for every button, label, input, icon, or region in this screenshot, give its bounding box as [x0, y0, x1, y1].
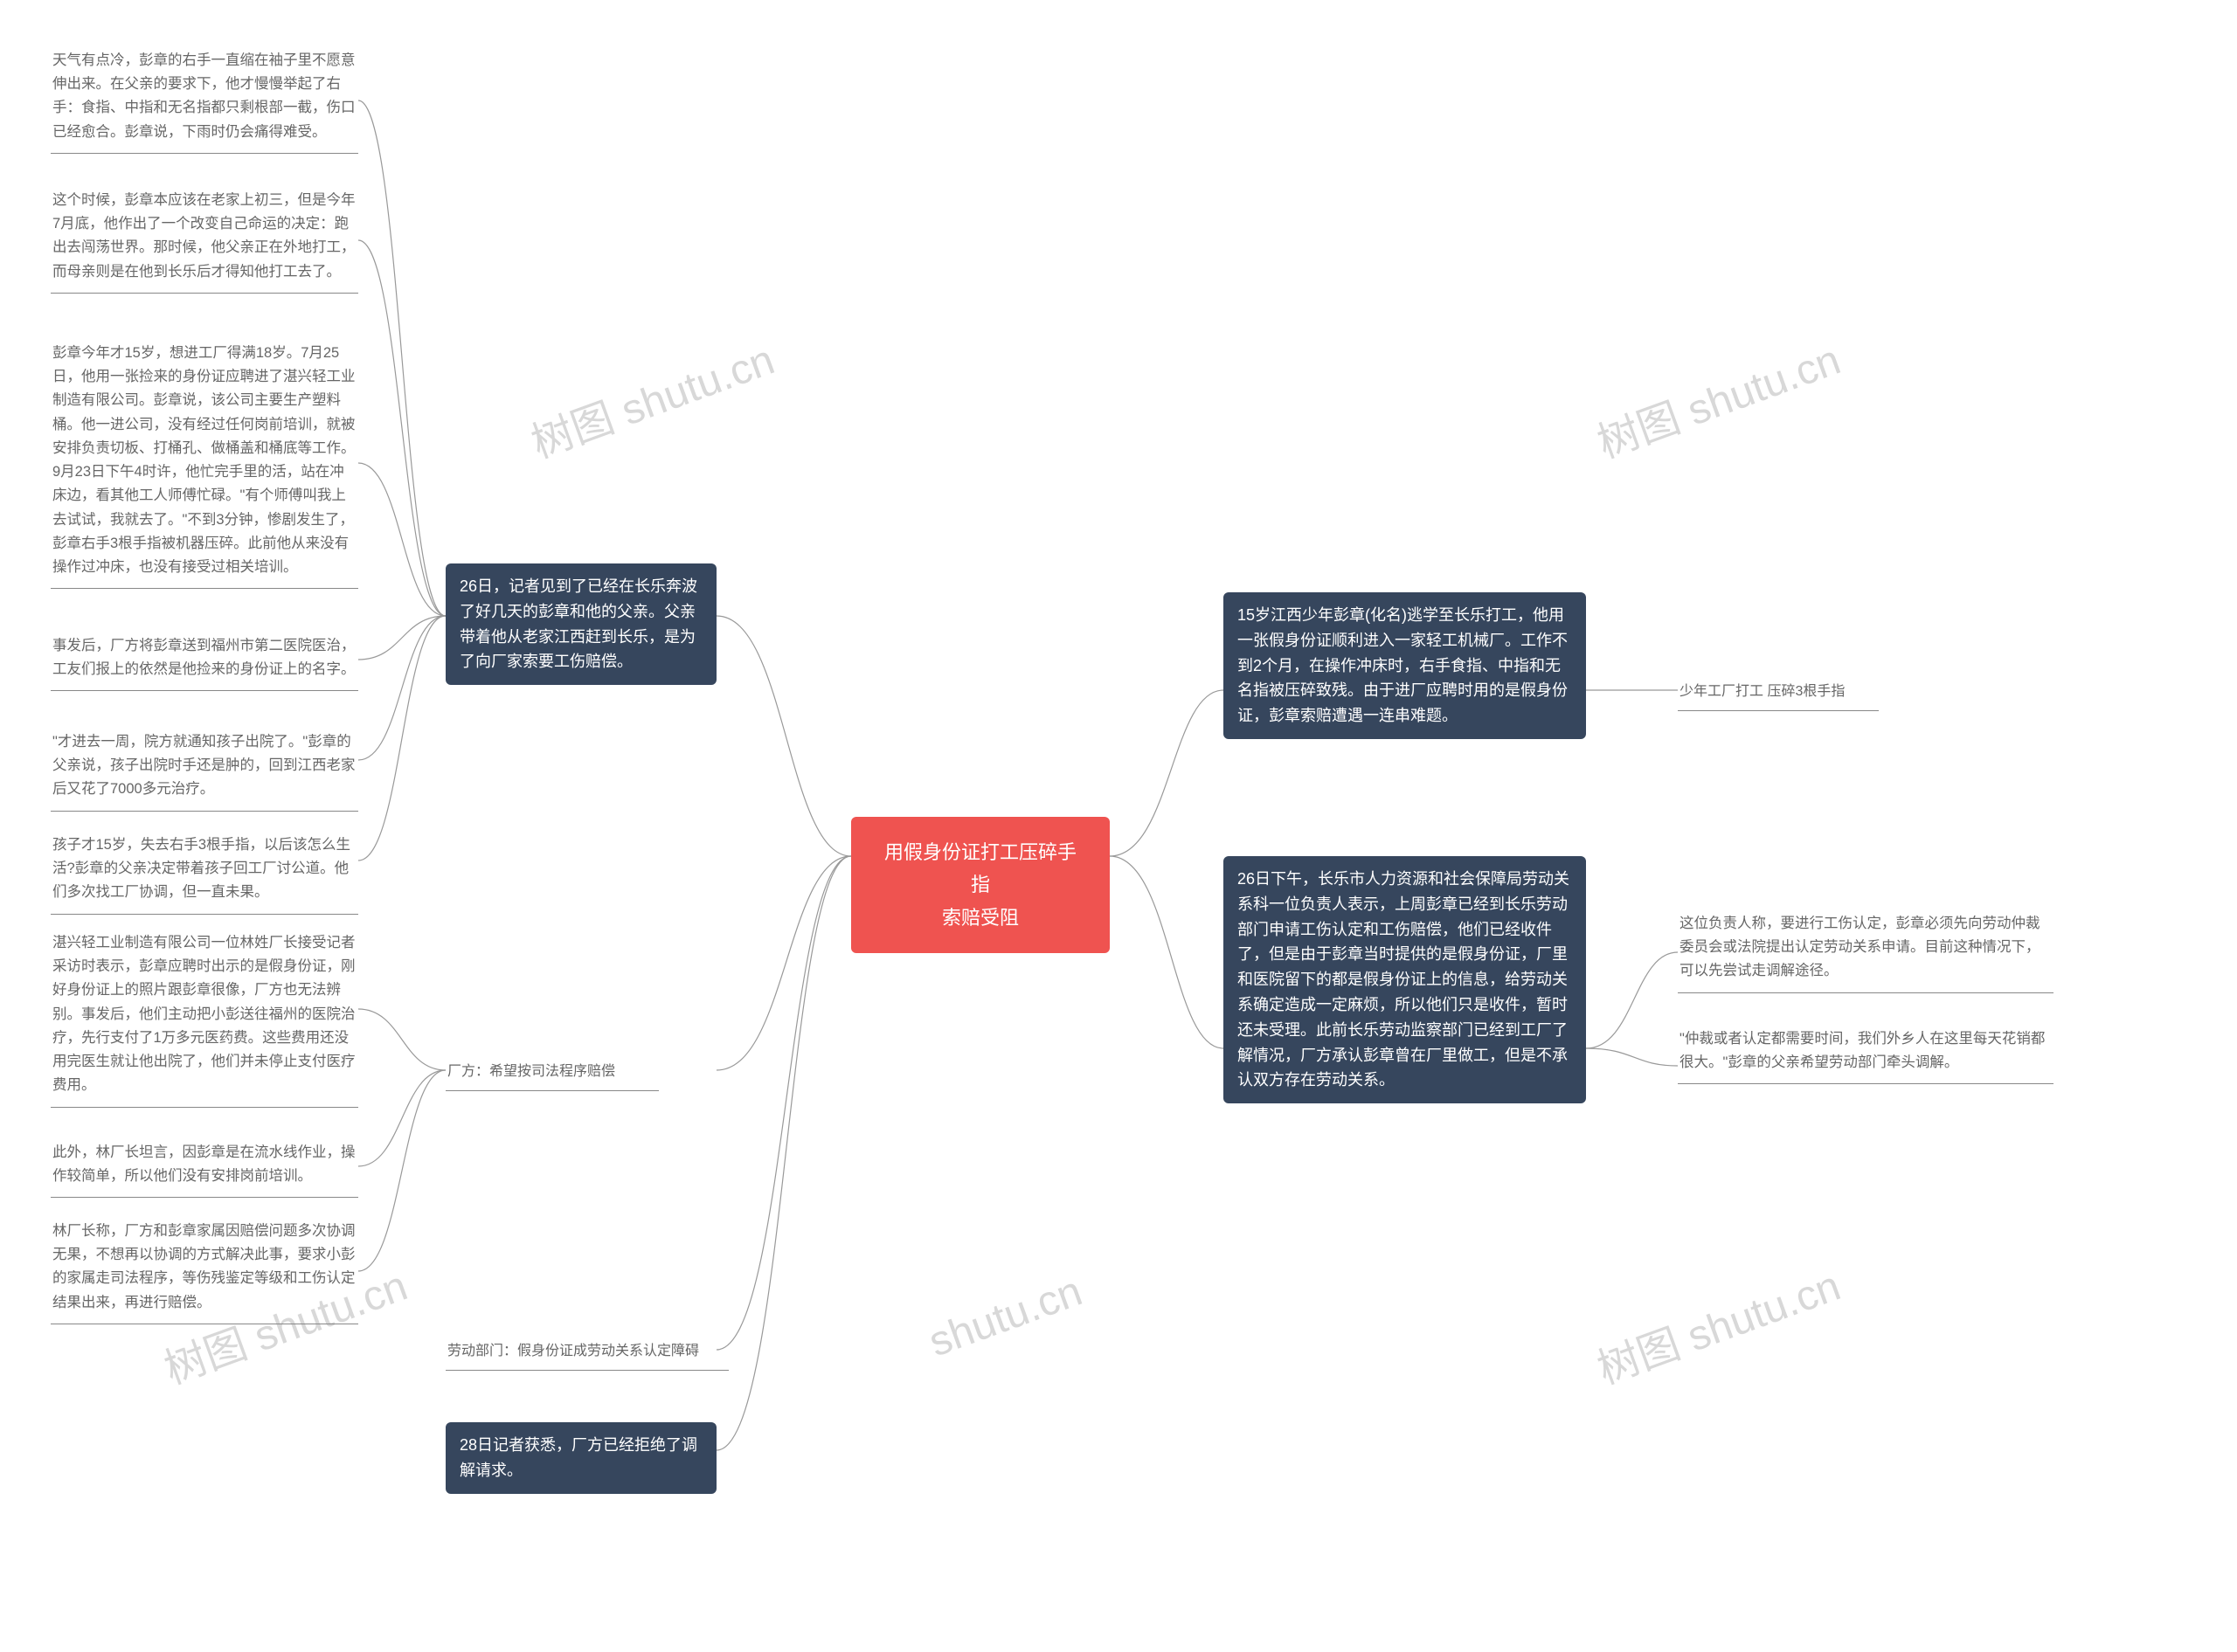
watermark: shutu.cn	[923, 1268, 1088, 1367]
mindmap-root[interactable]: 用假身份证打工压碎手指索赔受阻	[851, 817, 1110, 953]
left-child-3[interactable]: 劳动部门：假身份证成劳动关系认定障碍	[446, 1337, 729, 1371]
left1-leaf-2[interactable]: 这个时候，彭章本应该在老家上初三，但是今年7月底，他作出了一个改变自己命运的决定…	[51, 183, 358, 294]
right-leaf-2b[interactable]: "仲裁或者认定都需要时间，我们外乡人在这里每天花销都很大。"彭章的父亲希望劳动部…	[1678, 1022, 2053, 1084]
left2-leaf-3[interactable]: 林厂长称，厂方和彭章家属因赔偿问题多次协调无果，不想再以协调的方式解决此事，要求…	[51, 1214, 358, 1324]
right-leaf-1[interactable]: 少年工厂打工 压碎3根手指	[1678, 677, 1879, 711]
left-child-2[interactable]: 厂方：希望按司法程序赔偿	[446, 1057, 659, 1091]
right-child-2[interactable]: 26日下午，长乐市人力资源和社会保障局劳动关系科一位负责人表示，上周彭章已经到长…	[1223, 856, 1586, 1103]
left1-leaf-5[interactable]: "才进去一周，院方就通知孩子出院了。"彭章的父亲说，孩子出院时手还是肿的，回到江…	[51, 725, 358, 812]
left1-leaf-3[interactable]: 彭章今年才15岁，想进工厂得满18岁。7月25日，他用一张捡来的身份证应聘进了湛…	[51, 336, 358, 589]
watermark: 树图 shutu.cn	[522, 325, 781, 469]
watermark: 树图 shutu.cn	[1588, 325, 1847, 469]
left1-leaf-4[interactable]: 事发后，厂方将彭章送到福州市第二医院医治，工友们报上的依然是他捡来的身份证上的名…	[51, 629, 358, 691]
right-child-1[interactable]: 15岁江西少年彭章(化名)逃学至长乐打工，他用一张假身份证顺利进入一家轻工机械厂…	[1223, 592, 1586, 739]
left2-leaf-1[interactable]: 湛兴轻工业制造有限公司一位林姓厂长接受记者采访时表示，彭章应聘时出示的是假身份证…	[51, 926, 358, 1108]
left1-leaf-1[interactable]: 天气有点冷，彭章的右手一直缩在袖子里不愿意伸出来。在父亲的要求下，他才慢慢举起了…	[51, 44, 358, 154]
left-child-1[interactable]: 26日，记者见到了已经在长乐奔波了好几天的彭章和他的父亲。父亲带着他从老家江西赶…	[446, 563, 717, 685]
watermark: 树图 shutu.cn	[1588, 1251, 1847, 1395]
left2-leaf-2[interactable]: 此外，林厂长坦言，因彭章是在流水线作业，操作较简单，所以他们没有安排岗前培训。	[51, 1136, 358, 1198]
left1-leaf-6[interactable]: 孩子才15岁，失去右手3根手指，以后该怎么生活?彭章的父亲决定带着孩子回工厂讨公…	[51, 828, 358, 915]
left-child-4[interactable]: 28日记者获悉，厂方已经拒绝了调解请求。	[446, 1422, 717, 1494]
right-leaf-2a[interactable]: 这位负责人称，要进行工伤认定，彭章必须先向劳动仲裁委员会或法院提出认定劳动关系申…	[1678, 907, 2053, 993]
